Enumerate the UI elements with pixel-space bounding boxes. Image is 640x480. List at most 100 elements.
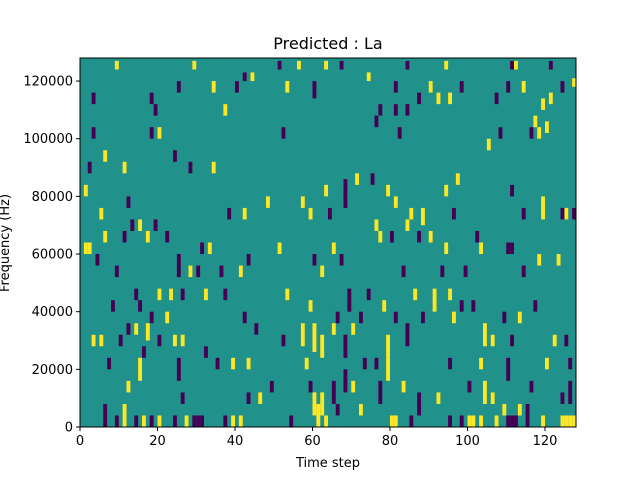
heatmap-cell — [436, 392, 441, 404]
heatmap-cell — [235, 81, 239, 93]
heatmap-cell — [99, 334, 104, 347]
heatmap-cell — [390, 415, 394, 427]
heatmap-cell — [83, 242, 88, 255]
heatmap-cell — [393, 311, 398, 324]
heatmap-cell — [238, 415, 243, 427]
x-tick-label: 0 — [76, 434, 84, 449]
heatmap-cell — [300, 196, 305, 208]
heatmap-cell — [312, 81, 317, 99]
heatmap-cell — [269, 380, 274, 393]
heatmap-cell — [537, 127, 542, 139]
heatmap-cell — [401, 265, 406, 278]
heatmap-cell — [204, 346, 208, 358]
heatmap-cell — [343, 369, 348, 393]
heatmap-cell — [568, 357, 573, 370]
heatmap-cell — [471, 415, 476, 427]
heatmap-cell — [176, 357, 181, 381]
heatmap-cell — [390, 230, 394, 243]
x-tick-label: 100 — [455, 434, 480, 449]
heatmap-cell — [455, 173, 460, 185]
heatmap-cell — [401, 380, 406, 393]
heatmap-cell — [421, 207, 425, 226]
heatmap-cell — [157, 334, 162, 347]
y-tick-label: 60000 — [32, 248, 73, 263]
heatmap-cell — [188, 265, 193, 278]
heatmap-cell — [180, 392, 185, 404]
y-tick-label: 40000 — [32, 305, 73, 320]
heatmap-cell — [320, 392, 325, 416]
heatmap-cell — [231, 357, 236, 370]
heatmap-cell — [138, 357, 143, 381]
heatmap-cell — [556, 254, 561, 266]
heatmap-cell — [103, 403, 108, 427]
heatmap-cell — [304, 357, 309, 370]
heatmap-cell — [541, 196, 546, 220]
heatmap-cell — [91, 92, 96, 105]
heatmap-cell — [126, 323, 131, 335]
heatmap-cell — [409, 415, 414, 427]
heatmap-cell — [525, 415, 530, 427]
heatmap-cell — [459, 81, 464, 93]
heatmap-cell — [382, 300, 387, 312]
heatmap-cell — [448, 357, 453, 370]
heatmap-cell — [506, 415, 511, 427]
heatmap-cell — [157, 288, 162, 301]
x-axis: 0 20 40 60 80 100 120 — [76, 427, 557, 449]
heatmap-cell — [529, 380, 534, 393]
heatmap-cell — [572, 78, 577, 87]
heatmap-cell — [405, 60, 410, 70]
heatmap-cell — [343, 179, 348, 185]
x-tick-label: 80 — [382, 434, 399, 449]
heatmap-cell — [134, 323, 139, 335]
heatmap-cell — [130, 219, 135, 231]
heatmap-cell — [328, 207, 332, 220]
heatmap-cell — [502, 403, 507, 416]
heatmap-cell — [165, 230, 170, 243]
heatmap-cell — [486, 138, 491, 151]
heatmap-cell — [459, 415, 464, 427]
heatmap-cell — [122, 403, 127, 427]
heatmap-cell — [157, 415, 162, 427]
heatmap-cell — [173, 334, 177, 347]
heatmap-cell — [405, 219, 410, 231]
heatmap-cell — [138, 219, 143, 231]
heatmap-cell — [366, 288, 371, 301]
heatmap-cell — [324, 415, 329, 427]
heatmap-cell — [386, 357, 391, 381]
heatmap-cell — [122, 230, 127, 243]
heatmap-cell — [316, 403, 321, 427]
y-tick-label: 120000 — [23, 75, 73, 90]
heatmap-cell — [393, 104, 398, 116]
heatmap-cell — [479, 415, 484, 427]
heatmap-cell — [560, 207, 565, 220]
heatmap-cell — [157, 127, 162, 139]
heatmap-cell — [103, 150, 108, 162]
heatmap-cell — [506, 357, 511, 381]
heatmap-cell — [397, 127, 402, 139]
heatmap-cell — [91, 334, 96, 347]
heatmap-cell — [289, 415, 294, 427]
heatmap-cell — [339, 60, 344, 70]
heatmap-cell — [533, 300, 538, 312]
heatmap-cell — [467, 415, 472, 427]
heatmap-cell — [564, 334, 569, 347]
heatmap-cell — [242, 311, 247, 324]
heatmap-cell — [521, 207, 526, 220]
heatmap-cell — [510, 60, 515, 70]
heatmap-cell — [153, 219, 158, 231]
heatmap-cell — [250, 72, 255, 82]
heatmap-cell — [246, 254, 251, 266]
heatmap-cell — [479, 357, 484, 370]
heatmap-cell — [149, 415, 154, 427]
heatmap-cell — [145, 230, 150, 243]
heatmap-cell — [95, 254, 100, 266]
heatmap-cell — [254, 323, 259, 335]
heatmap-cells — [83, 60, 577, 427]
heatmap-cell — [149, 311, 154, 324]
heatmap-cell — [560, 415, 565, 427]
heatmap-cell — [413, 288, 418, 301]
heatmap-cell — [494, 415, 499, 427]
heatmap-cell — [355, 173, 360, 185]
heatmap-cell — [231, 415, 236, 427]
